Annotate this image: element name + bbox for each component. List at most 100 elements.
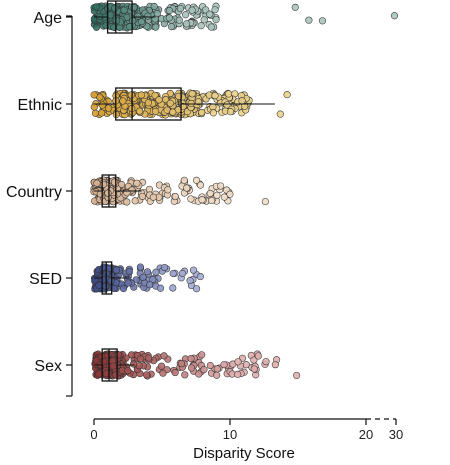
data-point-sex	[262, 358, 270, 366]
data-point-sed	[119, 284, 128, 293]
data-point-sex	[160, 352, 168, 360]
category-label-sex: Sex	[34, 358, 62, 375]
data-point-sex	[159, 369, 167, 377]
data-point-ethnic	[198, 108, 206, 117]
data-point-country	[220, 193, 228, 201]
data-point-ethnic	[194, 98, 203, 106]
data-point-sed	[95, 281, 103, 289]
data-point-sex	[187, 364, 196, 372]
x-tick-label-20: 20	[359, 427, 373, 442]
data-point-sex	[293, 371, 301, 380]
data-point-sex	[102, 370, 111, 378]
data-point-sed	[192, 285, 201, 293]
data-point-sex	[171, 369, 179, 377]
data-point-sex	[220, 361, 228, 369]
data-point-sex	[100, 358, 108, 366]
data-point-country	[183, 184, 191, 192]
data-point-age	[167, 23, 176, 31]
data-point-sex	[145, 354, 153, 362]
data-point-ethnic	[90, 103, 98, 111]
data-point-sed	[196, 273, 204, 281]
data-point-ethnic	[119, 97, 127, 105]
data-point-age	[120, 6, 128, 14]
x-tick-label-10: 10	[223, 427, 237, 442]
data-point-age	[206, 10, 214, 18]
data-point-ethnic	[98, 109, 106, 117]
data-point-country	[206, 189, 214, 197]
data-point-country	[138, 192, 146, 200]
data-point-age	[126, 23, 134, 31]
data-point-ethnic	[209, 103, 217, 111]
data-point-sed	[136, 263, 144, 271]
data-point-country	[171, 192, 179, 201]
data-point-sex	[137, 355, 145, 363]
data-point-ethnic	[224, 90, 233, 98]
box-ethnic	[115, 87, 182, 121]
x-axis-title: Disparity Score	[193, 445, 295, 462]
data-point-sed	[178, 269, 187, 277]
data-point-country	[123, 189, 131, 197]
data-point-age	[182, 11, 190, 19]
data-point-country	[149, 193, 157, 201]
data-point-age	[188, 6, 196, 14]
data-point-ethnic	[209, 109, 217, 117]
data-point-country	[180, 176, 188, 184]
data-point-age	[207, 23, 215, 31]
data-point-ethnic	[169, 108, 177, 116]
data-point-ethnic	[188, 90, 196, 98]
data-point-sex	[124, 367, 132, 375]
data-point-age	[197, 22, 205, 30]
data-point-sex	[157, 362, 166, 370]
data-point-sex	[254, 352, 262, 360]
data-point-sed	[169, 284, 177, 292]
data-point-sed	[160, 263, 169, 272]
data-point-ethnic	[175, 92, 183, 100]
boxes-layer	[94, 0, 275, 382]
data-point-sex	[129, 360, 138, 368]
data-point-country	[198, 196, 206, 204]
data-point-age	[176, 4, 185, 13]
data-point-age	[390, 12, 399, 20]
data-point-ethnic	[155, 96, 163, 104]
data-point-sex	[250, 365, 258, 373]
data-point-country	[164, 186, 172, 194]
data-point-age	[150, 2, 158, 11]
data-point-age	[134, 12, 142, 20]
data-point-country	[192, 176, 201, 184]
data-point-age	[144, 12, 152, 20]
category-label-ethnic: Ethnic	[18, 97, 62, 114]
data-point-age	[318, 17, 327, 25]
data-point-sex	[213, 371, 221, 379]
data-point-ethnic	[91, 109, 100, 117]
data-point-sed	[139, 273, 147, 281]
x-axis: 0 10 20 30	[90, 418, 403, 442]
data-point-ethnic	[127, 91, 135, 99]
data-point-sex	[112, 371, 120, 379]
data-point-ethnic	[166, 99, 174, 107]
data-point-ethnic	[90, 91, 98, 99]
category-label-age: Age	[34, 10, 63, 27]
data-point-sex	[234, 358, 242, 366]
data-point-ethnic	[152, 107, 160, 115]
data-point-sex	[127, 351, 136, 359]
data-point-ethnic	[136, 107, 144, 115]
x-tick-label-30: 30	[389, 427, 403, 442]
data-point-ethnic	[144, 99, 152, 107]
data-point-sex	[142, 371, 151, 379]
box-sex	[101, 348, 118, 382]
data-point-sed	[143, 268, 151, 276]
data-point-country	[213, 191, 221, 199]
data-point-sex	[109, 362, 117, 370]
data-point-sed	[110, 284, 118, 293]
data-point-ethnic	[98, 101, 107, 109]
data-point-age	[305, 16, 313, 24]
data-point-country	[104, 189, 112, 197]
data-point-sex	[187, 355, 195, 363]
data-point-age	[175, 16, 183, 24]
data-point-age	[212, 16, 220, 24]
box-sed	[101, 261, 113, 295]
data-point-ethnic	[276, 110, 284, 118]
data-point-ethnic	[151, 91, 159, 100]
